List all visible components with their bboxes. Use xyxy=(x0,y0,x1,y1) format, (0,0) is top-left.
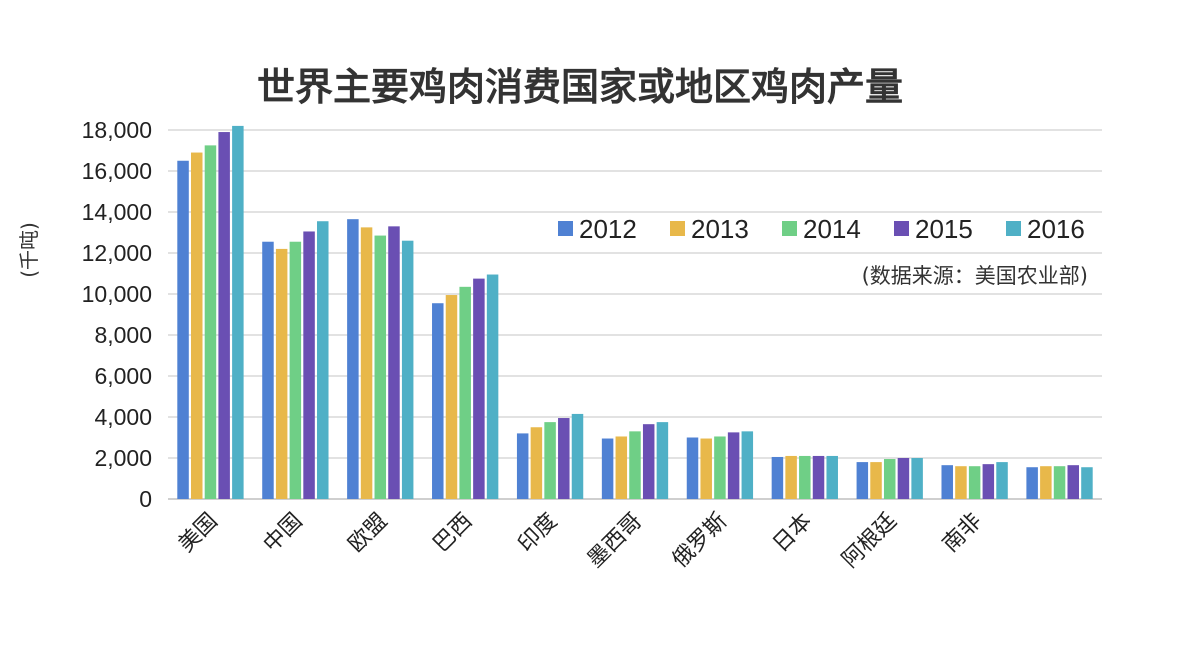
y-tick-label: 6,000 xyxy=(94,363,152,389)
legend-label-2015: 2015 xyxy=(915,214,973,244)
bar-2016-10 xyxy=(1081,467,1093,499)
bar-2012-4 xyxy=(516,433,529,499)
bar-2012-9 xyxy=(941,465,953,499)
bar-2013-4 xyxy=(530,427,543,499)
y-axis-ticks: 0 2,000 4,000 6,000 8,000 10,000 12,000 14,000 1… xyxy=(82,117,152,512)
category-label: 印度 xyxy=(514,509,563,558)
bar-2012-3 xyxy=(432,303,444,499)
legend-swatch-2014 xyxy=(782,221,797,236)
category-label: 美国 xyxy=(174,509,223,558)
bar-2016-8 xyxy=(911,458,923,499)
bar-2014-0 xyxy=(204,145,217,499)
bar-2014-8 xyxy=(883,459,896,499)
legend-swatch-2012 xyxy=(558,221,573,236)
bar-2013-1 xyxy=(275,248,288,499)
bar-2014-7 xyxy=(799,455,811,499)
bar-2013-8 xyxy=(870,462,882,499)
y-tick-label: 0 xyxy=(139,486,152,512)
bar-2013-7 xyxy=(785,455,797,499)
bar-2014-4 xyxy=(544,422,556,499)
category-label: 中国 xyxy=(259,509,308,558)
bar-2015-8 xyxy=(897,458,910,499)
bar-2015-0 xyxy=(218,132,230,500)
legend-label-2012: 2012 xyxy=(579,214,637,244)
y-tick-label: 16,000 xyxy=(82,158,152,184)
bar-2016-6 xyxy=(741,431,754,499)
category-label: 墨西哥 xyxy=(583,509,647,573)
bar-2013-2 xyxy=(360,227,373,499)
bar-2012-2 xyxy=(347,219,359,500)
bar-2015-10 xyxy=(1067,465,1079,499)
bar-2012-10 xyxy=(1026,467,1038,499)
bar-2014-5 xyxy=(629,431,641,499)
legend-swatch-2016 xyxy=(1006,221,1021,236)
bar-2015-5 xyxy=(642,424,655,499)
bar-2016-3 xyxy=(486,274,499,499)
category-label: 南非 xyxy=(938,509,987,558)
bars xyxy=(177,125,1093,500)
legend-label-2013: 2013 xyxy=(691,214,749,244)
bar-2014-1 xyxy=(289,241,302,499)
bar-2012-8 xyxy=(856,462,869,499)
y-tick-label: 8,000 xyxy=(94,322,152,348)
bar-2015-4 xyxy=(558,418,570,499)
y-axis-label: (千吨) xyxy=(17,222,41,278)
bar-2014-3 xyxy=(459,286,471,499)
bar-2013-5 xyxy=(615,436,628,499)
bar-2015-9 xyxy=(982,464,995,499)
bar-2015-3 xyxy=(473,278,485,499)
bar-2015-7 xyxy=(812,455,825,499)
bar-2016-7 xyxy=(826,455,838,499)
bar-2013-10 xyxy=(1040,466,1052,499)
bar-2012-7 xyxy=(771,456,784,499)
legend-swatch-2013 xyxy=(670,221,685,236)
bar-2014-10 xyxy=(1053,466,1066,499)
y-tick-label: 14,000 xyxy=(82,199,152,225)
bar-2015-6 xyxy=(727,432,740,499)
bar-2013-3 xyxy=(445,295,458,499)
bar-2016-1 xyxy=(317,221,329,499)
y-tick-label: 10,000 xyxy=(82,281,152,307)
legend-label-2016: 2016 xyxy=(1027,214,1085,244)
bar-2016-2 xyxy=(401,240,414,499)
source-note: (数据来源：美国农业部) xyxy=(862,264,1088,288)
category-label: 阿根廷 xyxy=(838,509,902,573)
bar-2012-6 xyxy=(686,437,699,499)
y-tick-label: 2,000 xyxy=(94,445,152,471)
y-tick-label: 18,000 xyxy=(82,117,152,143)
bar-2012-0 xyxy=(177,160,189,499)
bar-2013-0 xyxy=(191,152,203,500)
bar-2013-6 xyxy=(700,438,712,499)
category-label: 欧盟 xyxy=(344,509,393,558)
category-label: 巴西 xyxy=(429,509,478,558)
bar-2012-5 xyxy=(601,438,614,499)
legend-label-2014: 2014 xyxy=(803,214,861,244)
bar-2014-9 xyxy=(968,466,981,499)
bar-2016-9 xyxy=(996,462,1008,499)
bar-2012-1 xyxy=(262,241,274,499)
bar-2016-0 xyxy=(232,125,244,500)
legend-swatch-2015 xyxy=(894,221,909,236)
legend: 2012 2013 2014 2015 2016 xyxy=(558,214,1085,244)
category-label: 俄罗斯 xyxy=(668,509,732,573)
y-tick-label: 12,000 xyxy=(82,240,152,266)
category-label: 日本 xyxy=(768,509,817,558)
bar-2016-4 xyxy=(571,413,584,499)
chart-title: 世界主要鸡肉消费国家或地区鸡肉产量 xyxy=(257,64,903,109)
bar-2014-2 xyxy=(374,235,387,499)
bar-2015-1 xyxy=(303,231,315,499)
y-tick-label: 4,000 xyxy=(94,404,152,430)
bar-2014-6 xyxy=(714,436,726,499)
bar-2016-5 xyxy=(656,422,669,499)
bar-2013-9 xyxy=(955,466,967,499)
x-axis-categories: 美国 中国 欧盟 巴西 印度 墨西哥 俄罗斯 日本 阿根廷 南非 xyxy=(174,509,987,573)
bar-2015-2 xyxy=(388,226,400,499)
